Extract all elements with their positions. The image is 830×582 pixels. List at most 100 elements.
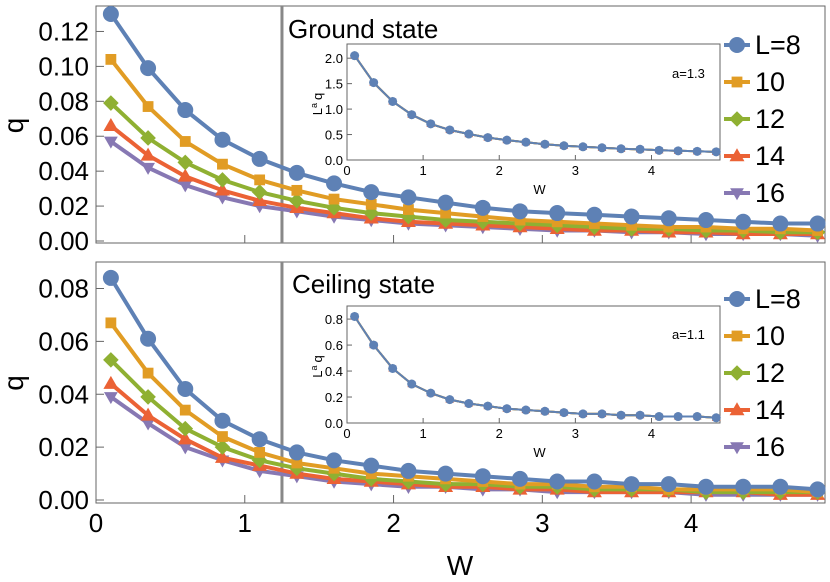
inset-data-point bbox=[483, 133, 493, 143]
inset-y-tick-label: 1.5 bbox=[325, 77, 343, 92]
inset-data-point bbox=[635, 410, 645, 420]
inset-data-point bbox=[445, 125, 455, 135]
data-point bbox=[363, 184, 380, 201]
inset-data-point bbox=[369, 78, 379, 88]
data-point bbox=[103, 136, 118, 149]
inset-y-label-base: L bbox=[310, 371, 325, 378]
data-point bbox=[177, 102, 194, 119]
data-point bbox=[214, 449, 230, 463]
data-point bbox=[288, 444, 305, 461]
legend: L=8 10 12 14 16 bbox=[724, 284, 801, 462]
inset-data-point bbox=[540, 139, 550, 149]
data-point bbox=[291, 457, 303, 469]
y-axis-label: q bbox=[0, 118, 29, 134]
x-tick-label: 3 bbox=[535, 508, 549, 538]
inset-series-1 bbox=[350, 51, 721, 157]
data-point bbox=[214, 131, 231, 148]
data-point bbox=[400, 189, 417, 206]
legend-marker bbox=[731, 76, 743, 88]
inset-x-tick-label: 4 bbox=[648, 426, 655, 441]
inset-data-point bbox=[654, 412, 664, 422]
data-point bbox=[588, 218, 600, 229]
data-point bbox=[103, 95, 119, 111]
inset-chart: 0.0 0.5 1.0 1.5 2.0 0 1 2 3 4 W Laq a=1.3 bbox=[309, 43, 721, 197]
data-point bbox=[551, 216, 563, 228]
inset-data-point bbox=[673, 146, 683, 156]
data-point bbox=[660, 476, 677, 493]
inset-data-point bbox=[559, 408, 569, 418]
inset-y-tick-label: 0.4 bbox=[325, 364, 343, 379]
inset-frame bbox=[346, 43, 721, 161]
inset-x-tick-label: 1 bbox=[420, 426, 427, 441]
legend-marker bbox=[731, 330, 743, 342]
data-point bbox=[400, 462, 417, 479]
panel-title: Ground state bbox=[288, 14, 438, 44]
data-point bbox=[288, 164, 305, 181]
inset-data-point bbox=[559, 141, 569, 151]
data-point bbox=[142, 367, 154, 379]
inset-y-tick-label: 0.2 bbox=[325, 390, 343, 405]
inset-data-point bbox=[654, 145, 664, 155]
plot-frame bbox=[95, 261, 826, 504]
y-tick-label: 0.06 bbox=[38, 121, 89, 151]
legend-label: 10 bbox=[755, 321, 785, 351]
inset-x-tick-label: 3 bbox=[572, 426, 579, 441]
data-point bbox=[477, 211, 489, 222]
inset-data-point bbox=[711, 413, 721, 423]
data-point bbox=[549, 473, 566, 490]
data-point bbox=[140, 407, 156, 421]
data-point bbox=[437, 194, 454, 211]
data-point bbox=[809, 215, 826, 232]
data-point bbox=[141, 418, 155, 431]
legend-label: 14 bbox=[755, 141, 785, 171]
data-point bbox=[809, 481, 826, 498]
inset-x-tick-label: 0 bbox=[343, 426, 350, 441]
data-point bbox=[214, 182, 230, 196]
data-point bbox=[179, 404, 191, 416]
data-point bbox=[251, 184, 268, 200]
inset-x-axis-label: W bbox=[533, 182, 546, 197]
inset-annotation: a=1.1 bbox=[672, 327, 705, 342]
inset-data-point bbox=[502, 404, 512, 414]
legend-label: 16 bbox=[755, 432, 785, 462]
inset-y-axis-label: Laq bbox=[309, 93, 325, 115]
legend-marker bbox=[730, 188, 744, 201]
inset-y-tick-label: 0.8 bbox=[325, 312, 343, 327]
inset-data-point bbox=[464, 129, 474, 139]
inset-y-tick-label: 0.5 bbox=[325, 128, 343, 143]
data-point bbox=[697, 478, 714, 495]
inset-data-point bbox=[597, 143, 607, 153]
y-tick-label: 0.04 bbox=[38, 379, 89, 409]
inset-x-axis-label: W bbox=[533, 445, 546, 460]
inset-data-point bbox=[673, 412, 683, 422]
inset-series-1 bbox=[350, 311, 721, 423]
y-tick-label: 0.00 bbox=[38, 485, 89, 515]
inset-data-point bbox=[426, 119, 436, 129]
series-1 bbox=[102, 269, 826, 498]
legend: L=8 10 12 14 16 bbox=[724, 30, 801, 208]
data-point bbox=[254, 174, 266, 186]
data-point bbox=[177, 431, 193, 445]
y-tick-label: 0.00 bbox=[38, 226, 89, 256]
y-tick-label: 0.02 bbox=[38, 432, 89, 462]
data-point bbox=[440, 207, 452, 219]
legend-label: L=8 bbox=[755, 30, 801, 60]
inset-x-tick-label: 1 bbox=[420, 163, 427, 178]
data-point bbox=[512, 203, 529, 220]
data-point bbox=[140, 147, 156, 161]
inset-data-point bbox=[635, 144, 645, 154]
inset-annotation: a=1.3 bbox=[672, 66, 705, 81]
data-point bbox=[254, 447, 266, 458]
data-point bbox=[177, 420, 194, 437]
inset-data-point bbox=[369, 340, 379, 350]
data-point bbox=[514, 214, 526, 226]
data-point bbox=[586, 473, 603, 490]
data-point bbox=[735, 213, 752, 230]
x-axis-label: W bbox=[447, 550, 474, 581]
inset-x-tick-label: 2 bbox=[496, 426, 503, 441]
legend-label: L=8 bbox=[755, 284, 801, 314]
inset-x-tick-label: 4 bbox=[648, 163, 655, 178]
data-point bbox=[140, 130, 156, 146]
data-point bbox=[772, 478, 789, 495]
inset-data-point bbox=[407, 110, 417, 120]
